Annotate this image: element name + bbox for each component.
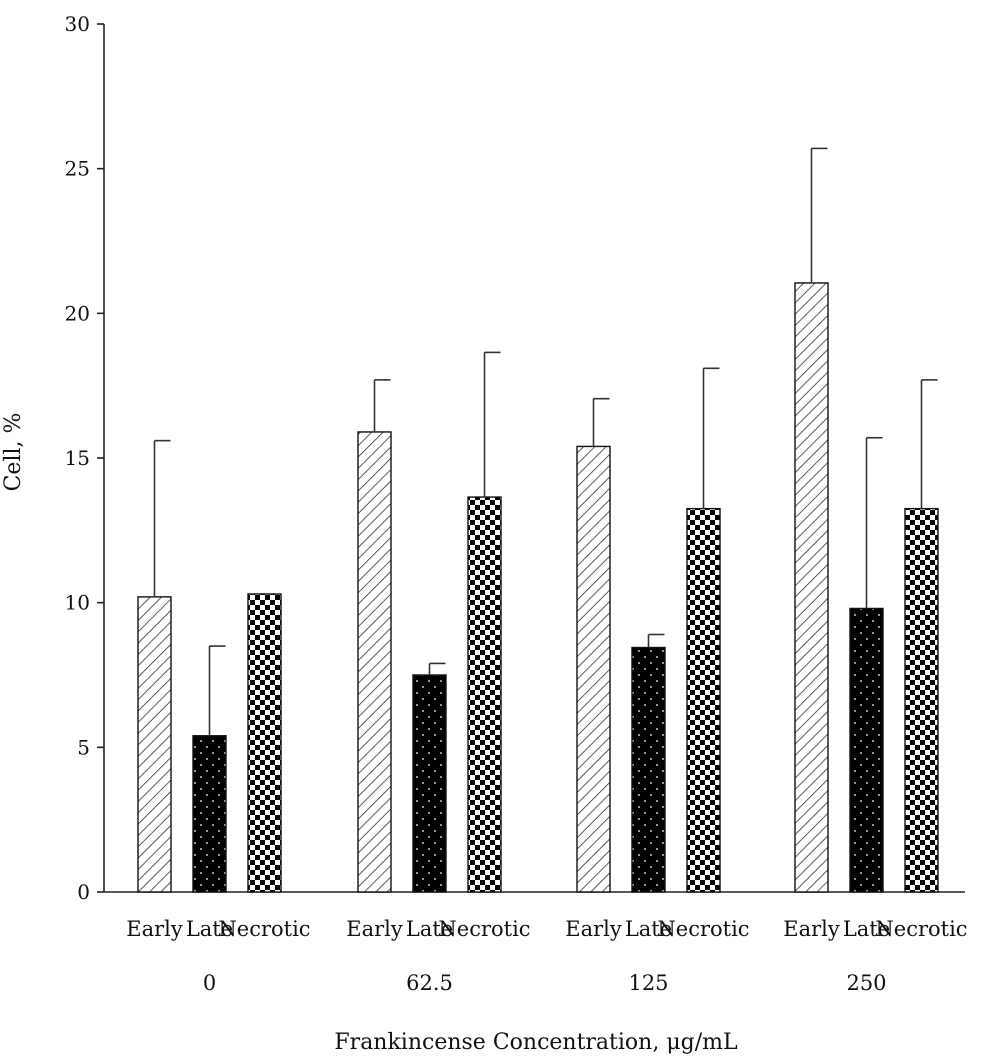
y-tick-label: 20 <box>65 301 90 325</box>
bar-early-2 <box>576 445 611 893</box>
category-label: Late <box>843 917 890 941</box>
y-tick-label: 30 <box>65 12 90 36</box>
category-label: Early <box>126 917 183 941</box>
category-label: Late <box>406 917 453 941</box>
bar-necrotic-1 <box>467 496 502 893</box>
category-label: Necrotic <box>438 917 530 941</box>
bar-necrotic-3 <box>904 507 939 893</box>
category-label: Necrotic <box>218 917 310 941</box>
bar-early-1 <box>357 431 392 893</box>
x-axis-title: Frankincense Concentration, μg/mL <box>334 1030 738 1055</box>
axes <box>103 24 965 893</box>
category-label: Late <box>625 917 672 941</box>
y-tick-label: 25 <box>65 157 90 181</box>
group-label: 0 <box>203 971 216 995</box>
bar-late-3 <box>849 607 884 893</box>
bars <box>137 282 939 893</box>
category-label: Necrotic <box>875 917 967 941</box>
bar-necrotic-0 <box>247 593 282 893</box>
y-ticks: 0 5 10 15 20 25 30 <box>65 12 104 904</box>
bar-necrotic-2 <box>686 507 721 893</box>
group-label: 125 <box>628 971 668 995</box>
bar-early-3 <box>794 282 829 893</box>
error-bars <box>153 147 938 736</box>
group-label: 62.5 <box>406 971 453 995</box>
y-tick-label: 15 <box>65 446 90 470</box>
bar-late-0 <box>192 735 227 893</box>
category-label: Early <box>565 917 622 941</box>
category-label: Early <box>783 917 840 941</box>
bar-early-0 <box>137 596 172 893</box>
category-label: Late <box>186 917 233 941</box>
bar-late-2 <box>631 646 666 893</box>
y-tick-label: 10 <box>65 591 90 615</box>
category-label: Necrotic <box>657 917 749 941</box>
category-label: Early <box>346 917 403 941</box>
y-tick-label: 5 <box>77 735 90 759</box>
group-label: 250 <box>846 971 886 995</box>
group-labels: 0 62.5 125 250 <box>203 971 887 995</box>
y-tick-label: 0 <box>77 880 90 904</box>
y-axis-title: Cell, % <box>1 413 26 492</box>
bar-late-1 <box>412 674 447 893</box>
